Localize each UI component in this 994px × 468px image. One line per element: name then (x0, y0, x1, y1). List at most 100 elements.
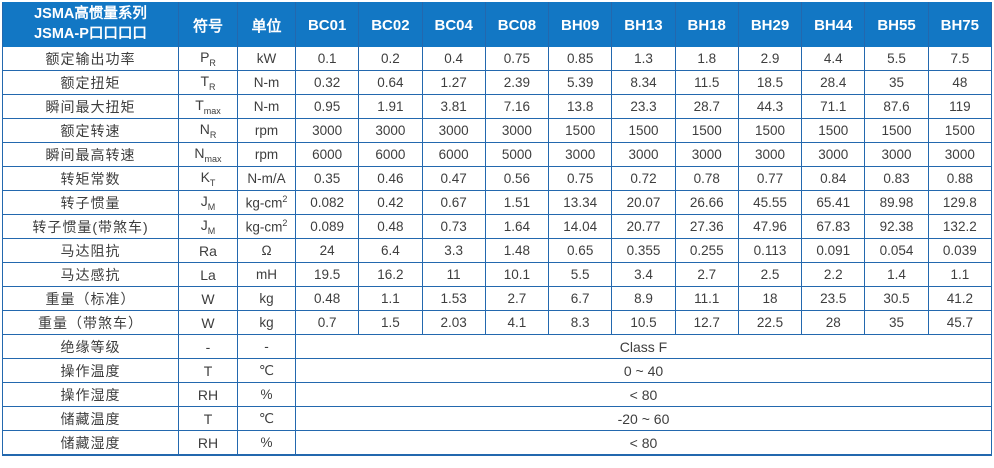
unit-cell: rpm (237, 118, 296, 143)
table-row: 转子惯量 JM kg-cm2 0.082 0.42 0.67 1.51 13.34 20.07 2… (2, 190, 993, 215)
unit-superscript: 2 (282, 218, 288, 229)
value-cell: 8.9 (611, 286, 676, 311)
symbol-cell: W (178, 310, 238, 335)
value-cell: 0.84 (801, 166, 866, 191)
symbol-column-header: 符号 (178, 2, 238, 47)
row-label: 马达阻抗 (2, 238, 179, 263)
value-cell: 22.5 (737, 310, 803, 335)
table-header-row: JSMA高惯量系列 JSMA-P口口口口 符号 单位 BC01 BC02 BC04 B… (2, 2, 993, 47)
symbol-subscript: max (204, 153, 222, 164)
unit-cell: kg-cm2 (237, 214, 296, 239)
table-row: 额定扭矩 TR N-m 0.32 0.64 1.27 2.39 5.39 8.34 11.5 18.… (2, 70, 993, 95)
symbol-base: T (195, 97, 204, 114)
symbol-cell: KT (178, 166, 238, 191)
value-cell: 1.48 (484, 238, 550, 263)
symbol-cell: La (178, 262, 238, 287)
value-cell: 7.5 (927, 47, 993, 71)
value-cell: 3000 (484, 118, 550, 143)
value-cell: 0.48 (358, 214, 423, 239)
value-cell: 3000 (548, 142, 613, 167)
value-cell: 0.255 (674, 238, 739, 263)
value-cell: 3.81 (421, 94, 486, 119)
unit-cell: rpm (237, 142, 296, 167)
merged-value-cell: Class F (295, 334, 992, 359)
model-column-header: BC02 (358, 2, 423, 47)
value-cell: 0.83 (864, 166, 929, 191)
row-label: 瞬间最大扭矩 (2, 94, 179, 119)
unit-base: rpm (254, 123, 279, 138)
value-cell: 1500 (611, 118, 676, 143)
value-cell: 0.48 (294, 286, 360, 311)
symbol-base: W (201, 314, 215, 331)
value-cell: 2.7 (484, 286, 550, 311)
value-cell: 6000 (421, 142, 486, 167)
value-cell: 5.39 (548, 70, 613, 95)
merged-value-cell: < 80 (295, 430, 992, 456)
value-cell: 27.36 (674, 214, 739, 239)
unit-cell: - (237, 334, 296, 359)
value-cell: 1.5 (358, 310, 423, 335)
value-cell: 3000 (864, 142, 929, 167)
value-cell: 24 (294, 238, 360, 263)
value-cell: 7.16 (484, 94, 550, 119)
value-cell: 3000 (611, 142, 676, 167)
value-cell: 1500 (801, 118, 866, 143)
symbol-base: N (194, 145, 205, 162)
value-cell: 11.5 (674, 70, 739, 95)
symbol-cell: PR (178, 47, 238, 71)
value-cell: 0.113 (737, 238, 803, 263)
value-cell: 0.78 (674, 166, 739, 191)
value-cell: 0.88 (927, 166, 993, 191)
row-label: 重量（标准） (2, 286, 179, 311)
value-cell: 30.5 (864, 286, 929, 311)
value-cell: 0.039 (927, 238, 993, 263)
value-cell: 0.091 (801, 238, 866, 263)
value-cell: 129.8 (927, 190, 993, 215)
symbol-subscript: R (209, 129, 217, 140)
unit-cell: % (237, 430, 296, 456)
symbol-cell: W (178, 286, 238, 311)
value-cell: 65.41 (801, 190, 866, 215)
row-label: 绝缘等级 (2, 334, 179, 359)
value-cell: 10.1 (484, 262, 550, 287)
unit-column-header: 单位 (237, 2, 296, 47)
value-cell: 3000 (358, 118, 423, 143)
symbol-subscript: R (209, 81, 216, 92)
unit-cell: mH (237, 262, 296, 287)
model-column-header: BH09 (548, 2, 613, 47)
unit-base: kW (256, 51, 277, 66)
value-cell: 0.77 (737, 166, 803, 191)
value-cell: 0.054 (864, 238, 929, 263)
model-column-header: BH55 (864, 2, 929, 47)
value-cell: 3000 (294, 118, 360, 143)
value-cell: 1.51 (484, 190, 550, 215)
value-cell: 1.1 (358, 286, 423, 311)
model-column-header: BH44 (801, 2, 866, 47)
symbol-cell: NR (178, 118, 238, 143)
table-row-env: 储藏湿度 RH% < 80 (2, 430, 992, 456)
model-column-header: BC08 (484, 2, 550, 47)
symbol-base: N (199, 121, 210, 138)
value-cell: 2.9 (737, 47, 803, 71)
table-row: 额定转速 NR rpm 3000 3000 3000 3000 1500 1500 1500 150… (2, 118, 993, 143)
value-cell: 1.27 (421, 70, 486, 95)
value-cell: 1.91 (358, 94, 423, 119)
unit-base: kg-cm (245, 219, 283, 235)
value-cell: 19.5 (294, 262, 360, 287)
unit-base: kg (259, 315, 274, 330)
value-cell: 3000 (737, 142, 803, 167)
merged-value-cell: -20 ~ 60 (295, 406, 992, 431)
table-row-env: 操作湿度 RH% < 80 (2, 382, 992, 407)
merged-value-cell: < 80 (295, 382, 992, 407)
unit-base: N-m/A (247, 171, 286, 186)
value-cell: 3.4 (611, 262, 676, 287)
value-cell: 6.7 (548, 286, 613, 311)
model-column-header: BC04 (421, 2, 486, 47)
value-cell: 0.1 (294, 47, 360, 71)
unit-cell: N-m (237, 94, 296, 119)
model-column-header: BH18 (674, 2, 739, 47)
value-cell: 10.5 (611, 310, 676, 335)
value-cell: 2.03 (421, 310, 486, 335)
series-title: JSMA高惯量系列 JSMA-P口口口口 (2, 2, 179, 47)
